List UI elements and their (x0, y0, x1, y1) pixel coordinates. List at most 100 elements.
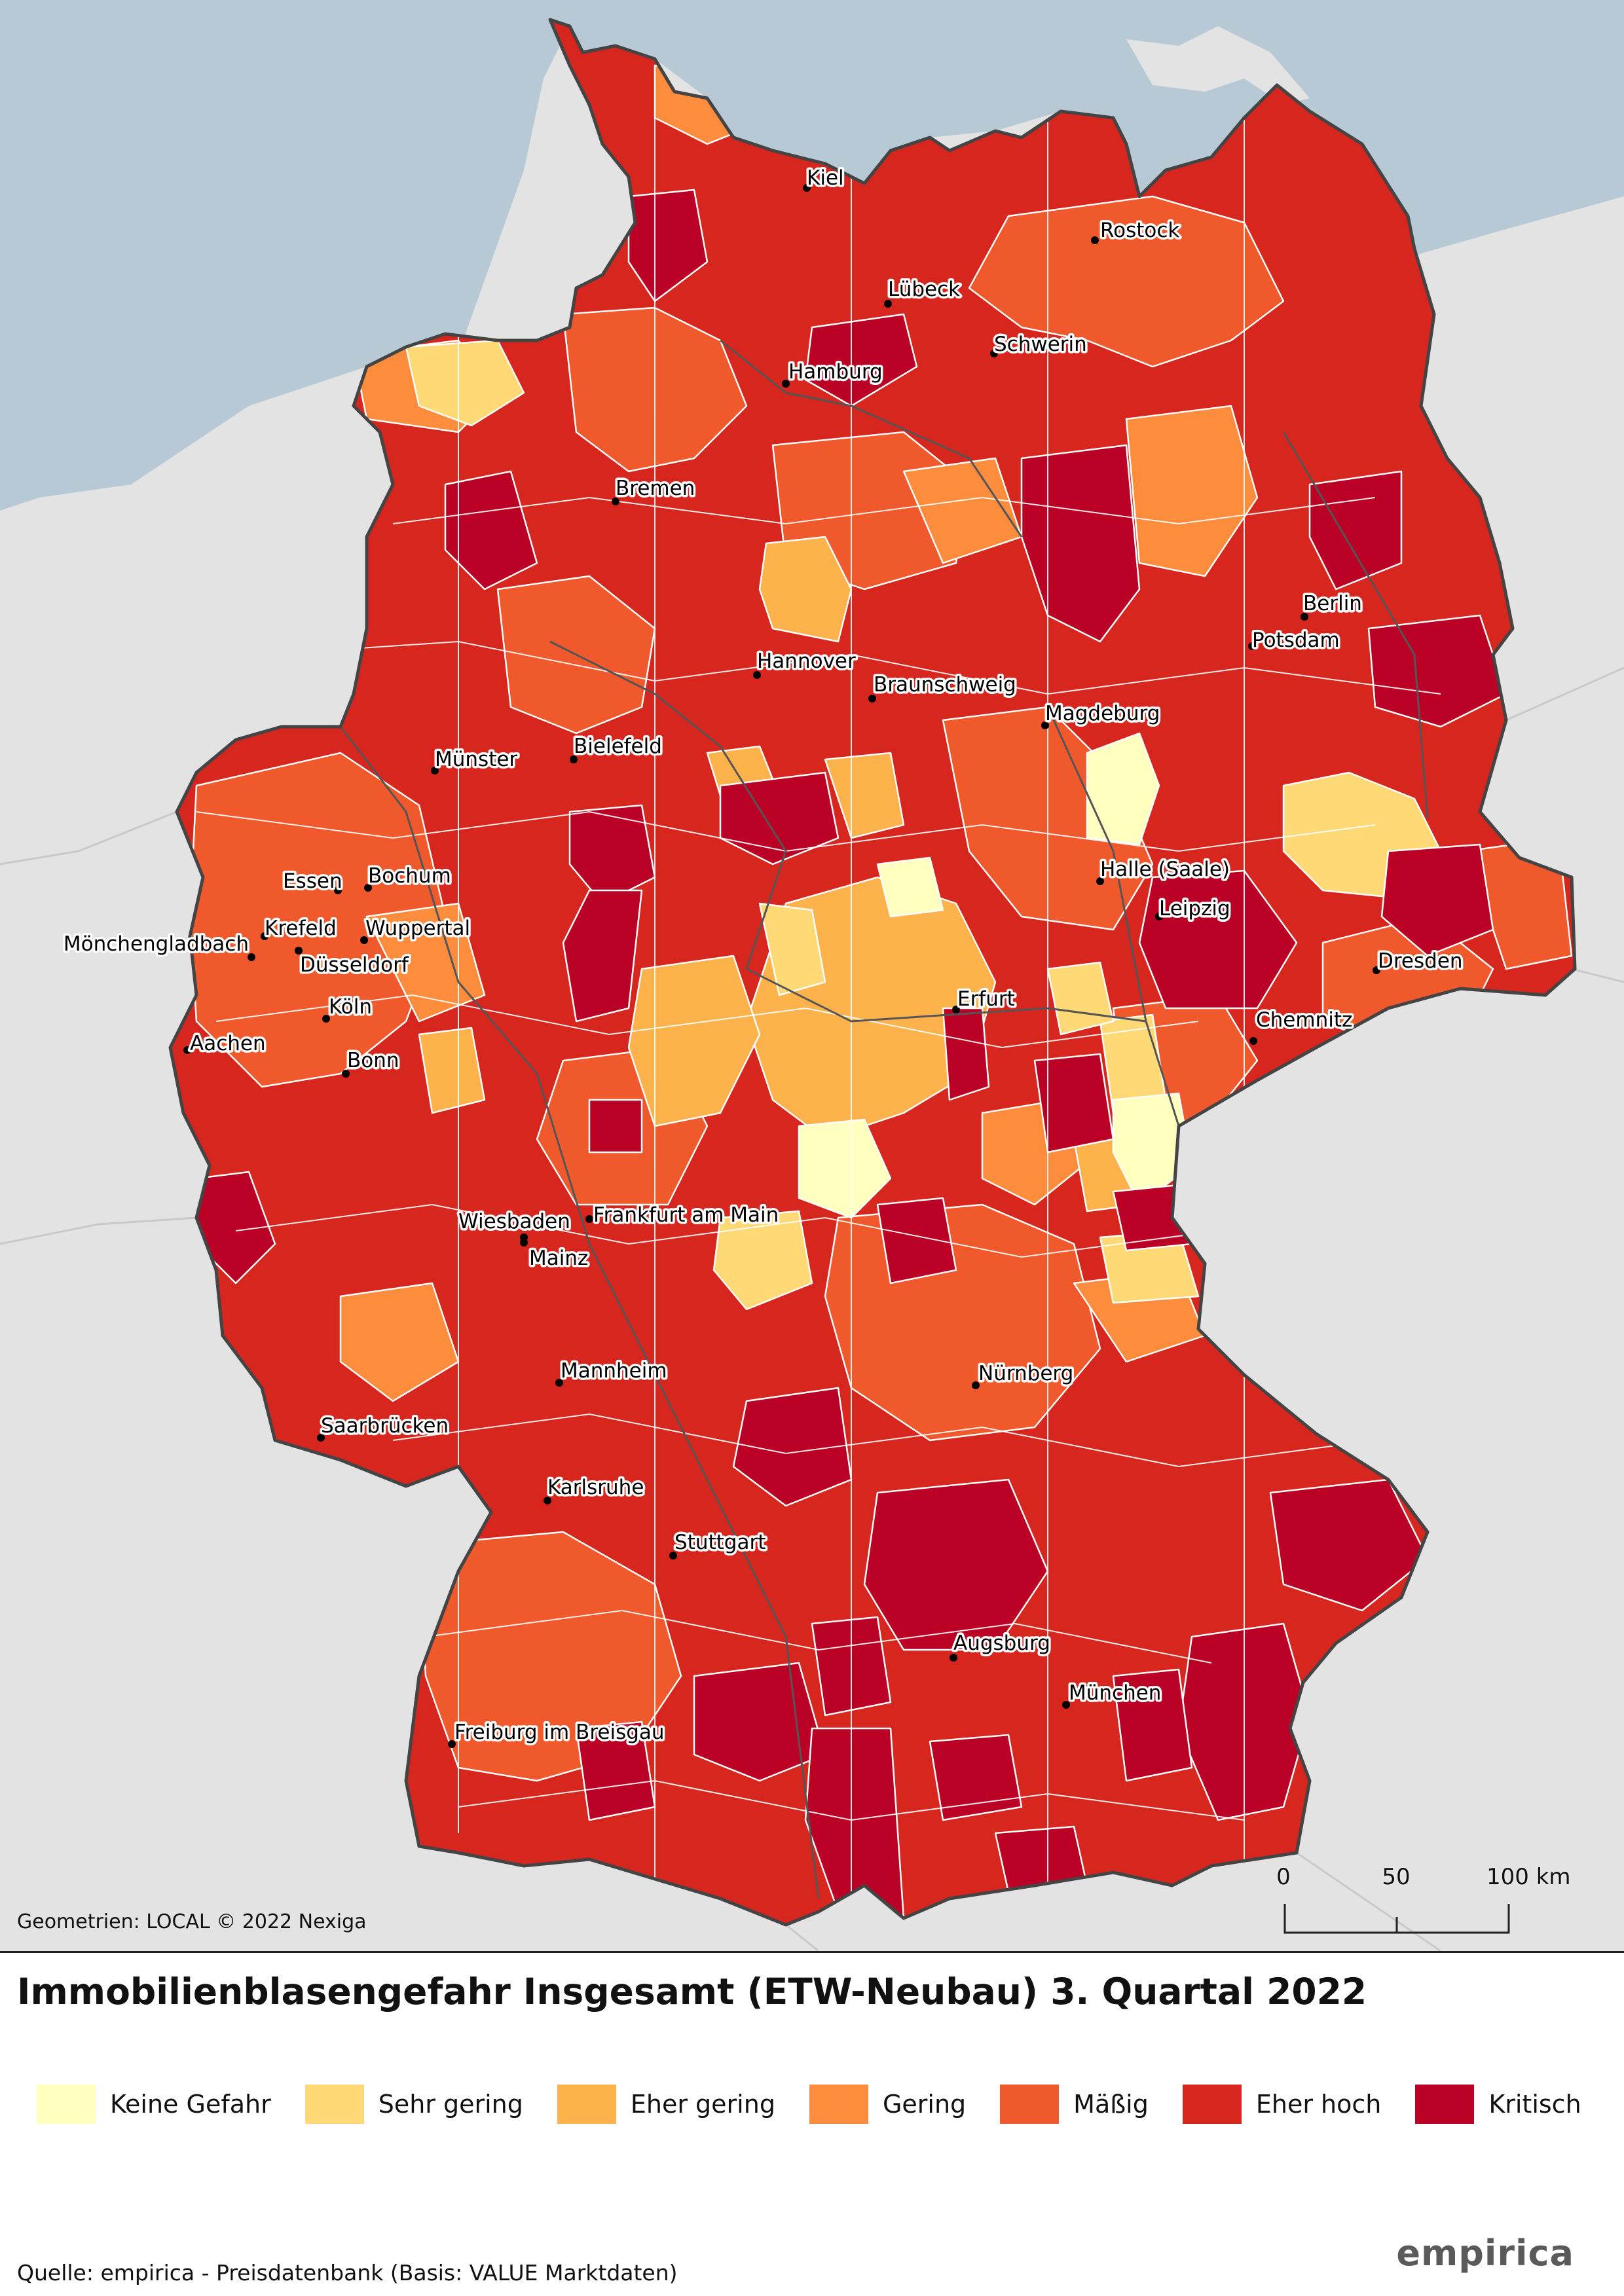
city-label-bielefeld: Bielefeld (574, 735, 662, 758)
city-label-essen: Essen (283, 869, 342, 893)
district-gering (339, 1282, 460, 1402)
city-dot (1248, 642, 1256, 650)
city-label-erfurt: Erfurt (957, 987, 1015, 1011)
city-dot (544, 1497, 551, 1504)
city-dot (972, 1381, 980, 1389)
city-label-leipzig: Leipzig (1159, 897, 1230, 920)
city-dot (183, 1046, 191, 1054)
sea (0, 0, 1624, 511)
district-sehr-gering (712, 1210, 813, 1311)
city-label-muenchen: München (1069, 1681, 1161, 1705)
city-dot (1062, 1701, 1070, 1709)
city-label-bonn: Bonn (347, 1049, 399, 1072)
district-kritisch (876, 1197, 957, 1285)
city-dot (1041, 721, 1049, 729)
city-dot (952, 1006, 960, 1013)
legend-swatch (1415, 2085, 1475, 2124)
city-dot (1091, 236, 1099, 244)
city-label-wuppertal: Wuppertal (365, 917, 470, 940)
city-label-braunschweig: Braunschweig (874, 673, 1016, 697)
city-label-chemnitz: Chemnitz (1256, 1008, 1352, 1032)
city-label-nuernberg: Nürnberg (978, 1362, 1073, 1385)
district-kritisch (942, 1007, 990, 1101)
legend-swatch (1000, 2085, 1060, 2124)
city-label-luebeck: Lübeck (888, 278, 960, 301)
city-label-rostock: Rostock (1100, 219, 1179, 242)
city-dot (364, 884, 372, 892)
district-keine-gefahr (798, 1118, 892, 1219)
city-label-frankfurt: Frankfurt am Main (593, 1203, 779, 1227)
city-label-moenchengladbach: Mönchengladbach (64, 932, 249, 956)
legend-item-eher-gering: Eher gering (557, 2085, 775, 2124)
city-dot (868, 695, 876, 702)
legend-swatch (557, 2085, 616, 2124)
city-dot (555, 1379, 563, 1387)
city-dot (322, 1015, 330, 1023)
city-label-mainz: Mainz (529, 1247, 588, 1270)
legend-item-sehr-gering: Sehr gering (304, 2085, 523, 2124)
city-dot (990, 350, 998, 357)
district-kritisch (732, 1387, 853, 1507)
city-dot (1373, 966, 1380, 974)
legend-item-keine-gefahr: Keine Gefahr (37, 2085, 271, 2124)
district-lines (196, 65, 1441, 1899)
map-frame: Kiel Rostock Lübeck Schwerin Hamburg Bre… (0, 0, 1624, 1953)
city-label-saarbruecken: Saarbrücken (321, 1414, 449, 1438)
city-dot (248, 953, 255, 961)
district-gering (365, 902, 486, 1023)
city-label-dresden: Dresden (1378, 949, 1463, 973)
geometry-credit: Geometrien: LOCAL © 2022 Nexiga (17, 1910, 367, 1933)
legend-label: Mäßig (1073, 2090, 1149, 2119)
city-dot (669, 1552, 677, 1559)
district-sehr-gering (758, 902, 826, 996)
city-dot (585, 1215, 593, 1223)
city-dot (1249, 1037, 1257, 1045)
state-borders (339, 339, 1429, 1899)
legend-label: Eher hoch (1255, 2090, 1382, 2119)
city-dot (334, 886, 342, 894)
city-dot (570, 756, 578, 763)
city-label-freiburg: Freiburg im Breisgau (454, 1721, 665, 1744)
district-kritisch (627, 189, 709, 302)
city-dot (360, 936, 368, 944)
city-dot (520, 1239, 528, 1247)
city-dot (612, 498, 619, 505)
district-sehr-gering (405, 339, 525, 427)
legend: Keine Gefahr Sehr gering Eher gering Ger… (37, 2085, 1615, 2124)
city-dot (803, 184, 811, 192)
district-gering (1125, 405, 1259, 577)
island (1126, 26, 1310, 105)
city-label-wiesbaden: Wiesbaden (458, 1210, 570, 1233)
city-label-hannover: Hannover (757, 649, 856, 673)
scale-label-50: 50 (1382, 1864, 1410, 1890)
city-dot (431, 767, 439, 774)
city-label-potsdam: Potsdam (1252, 629, 1340, 652)
scale-bar: 0 50 100 km (1275, 1863, 1572, 1934)
scale-label-0: 0 (1276, 1864, 1291, 1890)
city-dot (950, 1654, 957, 1662)
brand-logo: empirica (1396, 2232, 1574, 2274)
map-title: Immobilienblasengefahr Insgesamt (ETW-Ne… (17, 1971, 1367, 2013)
legend-label: Kritisch (1488, 2090, 1581, 2119)
legend-swatch (304, 2085, 364, 2124)
city-dot (317, 1434, 325, 1442)
city-label-bochum: Bochum (368, 864, 451, 888)
district-kritisch (1112, 1668, 1193, 1782)
city-label-hamburg: Hamburg (788, 360, 883, 384)
district-kritisch (444, 470, 538, 591)
city-dot (1096, 877, 1104, 885)
city-label-halle: Halle (Saale) (1100, 858, 1230, 881)
city-dot (261, 932, 268, 940)
district-eher-gering (824, 752, 905, 839)
city-dot (295, 947, 303, 955)
city-label-stuttgart: Stuttgart (674, 1531, 766, 1554)
city-markers: Kiel Rostock Lübeck Schwerin Hamburg Bre… (61, 164, 1465, 1748)
city-dot (884, 300, 892, 308)
legend-swatch (1182, 2085, 1242, 2124)
district-kritisch (1269, 1478, 1429, 1612)
legend-label: Gering (882, 2090, 967, 2119)
legend-label: Eher gering (630, 2090, 775, 2119)
neighbor-borders (0, 666, 1624, 1951)
city-label-berlin: Berlin (1303, 592, 1362, 615)
city-label-kiel: Kiel (807, 166, 844, 190)
